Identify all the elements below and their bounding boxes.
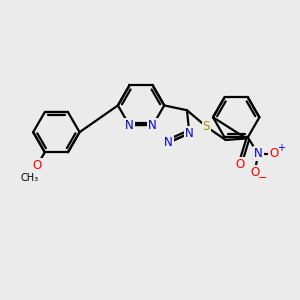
Text: O: O (33, 159, 42, 172)
Text: N: N (125, 119, 134, 132)
Text: N: N (148, 119, 157, 132)
Text: N: N (185, 127, 194, 140)
Text: S: S (202, 120, 210, 133)
Text: −: − (258, 172, 267, 182)
Text: N: N (254, 147, 262, 160)
Text: O: O (269, 147, 279, 160)
Text: +: + (277, 143, 285, 153)
Text: O: O (250, 166, 260, 179)
Text: CH₃: CH₃ (21, 173, 39, 183)
Text: N: N (164, 136, 172, 149)
Text: O: O (236, 158, 245, 171)
